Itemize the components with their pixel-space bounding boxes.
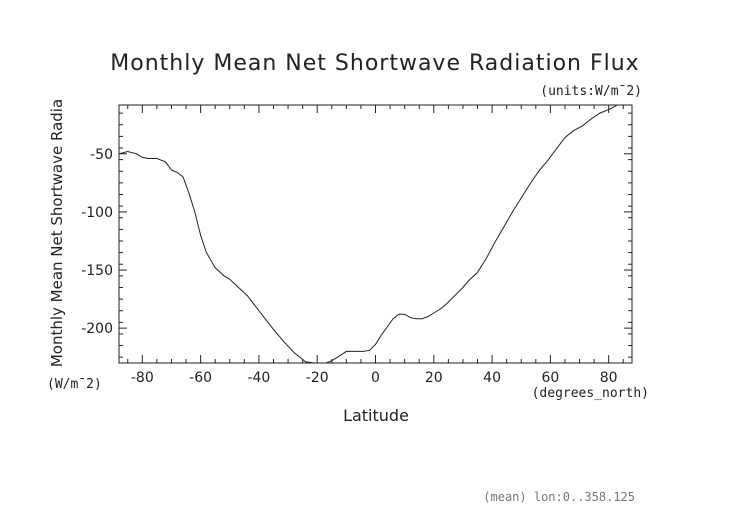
y-tick-label: -200 [81, 321, 113, 337]
x-tick-label: -40 [247, 370, 270, 386]
x-tick-label: 80 [600, 370, 618, 386]
x-axis-label: Latitude [343, 406, 409, 425]
units-label: (units:W/m¯2) [540, 84, 642, 99]
plot-frame [118, 104, 633, 364]
x-tick-label: -20 [306, 370, 329, 386]
x-axis-units: (degrees_north) [532, 386, 649, 401]
x-tick-label: -80 [131, 370, 154, 386]
plot-area: -80 -60 -40 -20 0 20 40 60 80 -50-100-150-200 [81, 104, 633, 386]
y-tick-label: -150 [81, 263, 113, 279]
y-tick-label: -50 [90, 147, 113, 163]
y-tick-label: -100 [81, 205, 113, 221]
x-tick-label: 40 [483, 370, 501, 386]
y-axis-ticks: -50 -100 -150 -200 [81, 147, 632, 337]
x-tick-label: 60 [541, 370, 559, 386]
x-tick-label: 20 [425, 370, 443, 386]
minor-ticks [119, 105, 632, 363]
y-axis-label: Monthly Mean Net Shortwave Radia [48, 99, 66, 367]
y-axis-units: (W/m¯2) [47, 377, 102, 392]
footnote: (mean) lon:0..358.125 [483, 490, 635, 504]
x-tick-label: -60 [189, 370, 212, 386]
x-tick-label: 0 [371, 370, 380, 386]
x-axis-ticks: -80 -60 -40 -20 0 20 40 60 80 [131, 105, 618, 386]
chart-title: Monthly Mean Net Shortwave Radiation Flu… [110, 51, 639, 76]
series-line [118, 104, 632, 364]
